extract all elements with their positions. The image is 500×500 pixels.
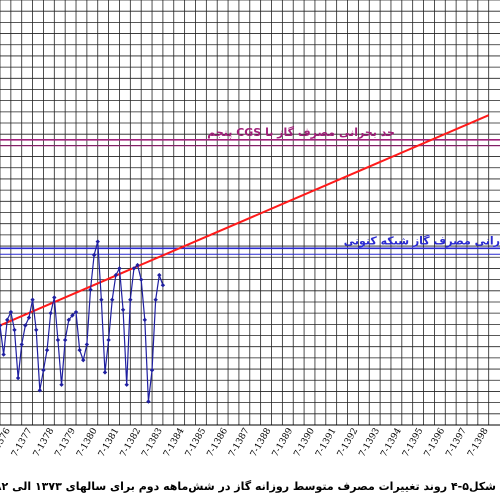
data-point: [5, 317, 10, 323]
data-point: [106, 337, 111, 343]
data-point: [66, 317, 71, 323]
data-point: [0, 323, 3, 328]
caption: شکل۵-۴ روند تغییرات مصرف متوسط روزانه گا…: [0, 480, 496, 493]
trend-line: [0, 114, 490, 327]
data-point: [113, 272, 119, 278]
data-point: [153, 297, 158, 302]
data-point: [23, 323, 28, 328]
data-point: [91, 252, 97, 258]
data-point: [1, 352, 6, 357]
data-point: [135, 262, 140, 268]
data-point: [59, 382, 64, 387]
x-tick-label: 7-1398: [466, 426, 491, 459]
data-point: [8, 309, 14, 315]
data-point: [81, 357, 86, 363]
data-point: [138, 277, 144, 282]
data-point: [84, 342, 90, 347]
data-point: [34, 327, 39, 333]
data-point: [124, 382, 129, 387]
data-point: [19, 342, 24, 347]
data-point: [146, 399, 151, 404]
data-point: [99, 297, 104, 302]
data-point: [12, 327, 17, 333]
data-point: [95, 239, 100, 244]
data-point: [52, 295, 57, 300]
data-point: [41, 367, 46, 373]
data-point: [131, 266, 137, 271]
data-point: [77, 347, 82, 353]
reference-label: حد بحرانی مصرف گاز با CGS پنجم: [207, 126, 395, 139]
data-point: [88, 287, 93, 292]
data-point: [142, 317, 147, 323]
data-point: [73, 309, 79, 315]
data-point: [55, 337, 61, 343]
data-point: [70, 313, 75, 318]
data-point: [15, 375, 21, 381]
data-point: [149, 367, 155, 373]
data-point: [44, 347, 50, 353]
data-point: [48, 310, 53, 316]
data-point: [102, 370, 108, 375]
data-point: [26, 315, 32, 320]
data-point: [37, 388, 43, 393]
data-point: [160, 282, 166, 288]
data-point: [30, 297, 35, 302]
data-point: [110, 297, 115, 302]
data-point: [128, 297, 133, 302]
data-line: [0, 241, 164, 402]
reference-label: رانی مصرف گاز شبکه کنونی: [344, 234, 500, 247]
data-point: [62, 337, 68, 343]
data-point: [157, 272, 162, 278]
data-point: [117, 266, 122, 271]
data-point: [120, 307, 126, 313]
